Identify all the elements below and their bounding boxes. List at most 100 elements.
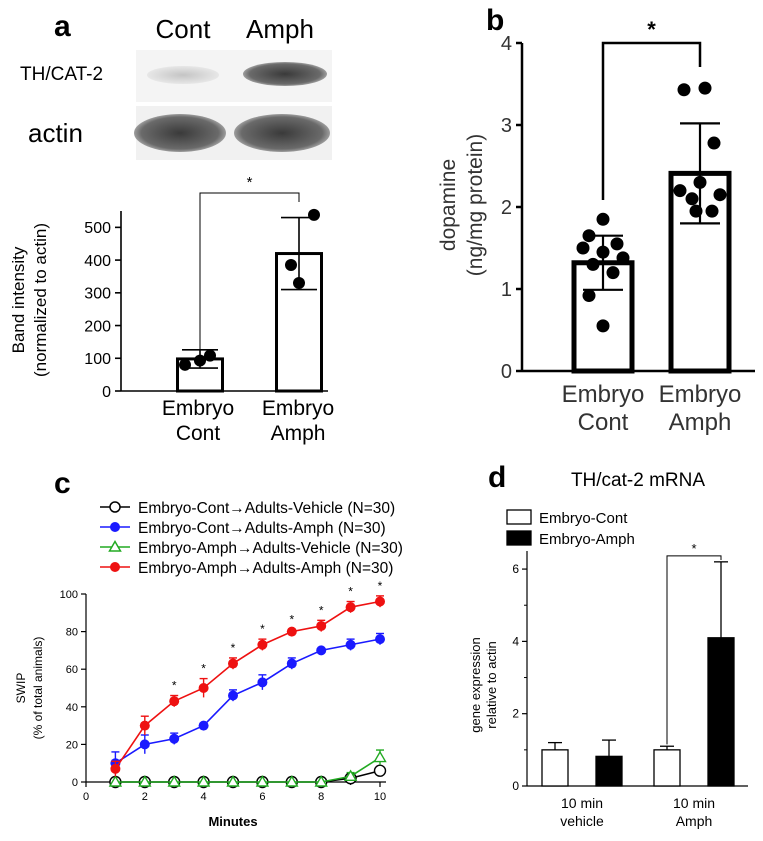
data-point-0-2	[204, 349, 216, 362]
legend-swatch-embryo-cont	[506, 509, 532, 525]
data-point-3-0	[110, 763, 121, 774]
data-point-1-3	[198, 720, 209, 731]
chart-c-ylabel-line1: SWIP	[14, 673, 28, 704]
data-point-1-1	[139, 739, 150, 750]
data-point-1-2	[308, 208, 320, 221]
data-point-0-1	[582, 229, 596, 243]
data-point-0-0	[596, 212, 610, 226]
x-tick-label-1: 2	[142, 791, 148, 803]
data-point-0-9	[373, 764, 387, 777]
chart-c-legend: Embryo-Cont→Adults-Vehicle (N=30) Embryo…	[100, 500, 403, 577]
data-point-2-9	[373, 750, 387, 763]
y-tick-label-3: 3	[501, 115, 512, 137]
blot-band-actin-cont	[134, 114, 226, 152]
bar-1-0	[653, 749, 681, 787]
significance-bracket	[199, 192, 300, 360]
y-tick-label-0: 0	[72, 777, 78, 789]
data-point-1-6	[685, 192, 699, 206]
y-tick-label-0: 0	[501, 361, 512, 383]
chart-b: dopamine (ng/mg protein) Embryo Cont Emb…	[437, 17, 755, 436]
series-line-3	[114, 600, 381, 770]
y-tick-label-0: 0	[102, 384, 111, 401]
data-point-1-2	[707, 136, 721, 150]
series-line-0	[115, 769, 381, 783]
significance-star-0: *	[172, 679, 177, 693]
legend-marker-2	[108, 540, 122, 552]
chart-b-xtick-0-line2: Cont	[578, 409, 629, 436]
y-tick-label-3: 6	[512, 562, 519, 576]
chart-d-xtick-0-line1: 10 min	[561, 795, 603, 811]
y-tick-label-1: 20	[66, 739, 78, 751]
significance-star: *	[647, 17, 656, 42]
data-point-1-8	[689, 204, 703, 218]
panel-label-d: d	[488, 461, 506, 494]
data-point-2-3	[196, 775, 211, 787]
data-point-1-5	[713, 188, 727, 202]
legend-label-embryo-amph: Embryo-Amph	[539, 531, 635, 548]
data-point-2-2	[167, 775, 181, 787]
data-point-2-4	[226, 775, 240, 787]
legend-item-0: Embryo-Cont→Adults-Vehicle (N=30)	[100, 500, 395, 517]
y-tick-label-5: 500	[84, 220, 111, 237]
chart-a-ylabel-line2: (normalized to actin)	[31, 223, 50, 377]
chart-d-xtick-1-line1: 10 min	[673, 795, 715, 811]
y-tick-label-4: 80	[66, 627, 78, 639]
data-point-2-7	[314, 775, 328, 787]
chart-d-xtick-0-line2: vehicle	[560, 813, 604, 829]
data-point-1-0	[293, 277, 305, 289]
y-tick-label-0: 0	[512, 779, 519, 793]
y-tick-label-2: 2	[501, 197, 512, 219]
legend-label-0: Embryo-Cont→Adults-Vehicle (N=30)	[138, 500, 395, 517]
data-point-1-7	[705, 204, 719, 218]
data-point-2-0	[108, 775, 123, 787]
chart-b-ylabel-line1: dopamine	[437, 159, 460, 251]
y-tick-label-4: 4	[501, 33, 512, 55]
data-point-2-1	[138, 775, 152, 787]
bar-1-1	[707, 637, 735, 787]
data-point-0-5	[616, 251, 630, 265]
data-point-3-9	[375, 596, 385, 607]
series-line-2	[115, 756, 381, 783]
blot-lane-label-amph: Amph	[246, 14, 314, 44]
legend-swatch-embryo-amph	[506, 530, 532, 546]
chart-a-xtick-0-line2: Cont	[176, 422, 221, 445]
blot-row-label-actin: actin	[28, 118, 83, 148]
y-tick-label-1: 1	[501, 279, 512, 301]
chart-a-xtick-1-line1: Embryo	[262, 397, 334, 420]
data-point-3-2	[169, 696, 180, 707]
data-point-1-1	[677, 83, 691, 97]
chart-b-ylabel-line2: (ng/mg protein)	[464, 134, 487, 276]
chart-a: Band intensity (normalized to actin) Emb…	[9, 174, 334, 445]
y-tick-label-2: 4	[512, 634, 519, 648]
chart-a-xtick-1-line2: Amph	[271, 422, 326, 445]
y-tick-label-2: 200	[84, 318, 111, 335]
data-point-3-8	[345, 602, 356, 613]
legend-item-3: Embryo-Amph→Adults-Amph (N=30)	[100, 560, 393, 577]
chart-d-xtick-1-line2: Amph	[676, 813, 713, 829]
x-tick-label-2: 4	[201, 791, 207, 803]
x-tick-label-4: 8	[318, 791, 324, 803]
data-point-1-6	[286, 658, 297, 669]
chart-d-legend: Embryo-Cont Embryo-Amph	[506, 509, 635, 548]
data-point-0-7	[606, 266, 620, 280]
data-point-3-6	[286, 626, 297, 637]
western-blot: Cont Amph TH/CAT-2 actin	[20, 14, 332, 160]
y-tick-label-4: 400	[84, 253, 111, 270]
data-point-1-8	[345, 639, 356, 650]
data-point-0-4	[596, 245, 610, 259]
blot-band-th-amph	[243, 62, 327, 86]
chart-d-title: TH/cat-2 mRNA	[571, 470, 705, 491]
data-point-1-9	[375, 634, 385, 645]
bar-1	[275, 252, 323, 393]
data-point-1-1	[285, 259, 297, 271]
significance-star: *	[247, 174, 253, 191]
significance-star-1: *	[201, 662, 206, 676]
data-point-3-1	[139, 720, 150, 731]
bar-0-1	[595, 755, 623, 787]
y-tick-label-3: 60	[66, 664, 78, 676]
data-point-1-3	[693, 175, 707, 189]
blot-row-label-th: TH/CAT-2	[20, 64, 103, 85]
chart-c-ylabel-line2: (% of total animals)	[31, 637, 45, 740]
data-point-1-7	[316, 645, 327, 656]
